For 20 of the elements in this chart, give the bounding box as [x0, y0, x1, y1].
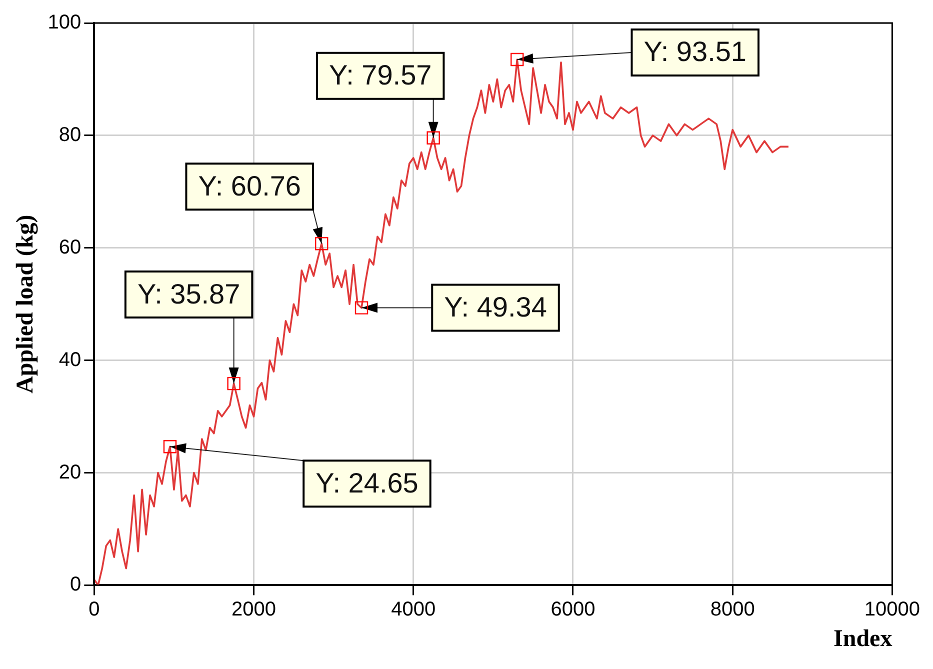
x-axis-title: Index	[834, 626, 892, 652]
annotation: Y: 93.51	[644, 36, 747, 68]
x-tick-label: 8000	[710, 598, 755, 621]
annotation: Y: 60.76	[198, 170, 301, 202]
annotation: Y: 79.57	[328, 60, 432, 91]
x-tick-label: 0	[88, 598, 100, 621]
x-tick-label: 10000	[864, 598, 920, 621]
annotation: Y: 35.87	[137, 278, 240, 310]
y-tick-label: 0	[70, 574, 82, 596]
annotation: Y: 24.65	[316, 467, 418, 498]
y-tick-label: 80	[58, 124, 82, 146]
x-tick-label: 2000	[232, 598, 276, 621]
annotation: Y: 49.34	[444, 292, 547, 323]
x-tick-label: 6000	[550, 598, 596, 621]
x-tick-label: 4000	[391, 598, 436, 621]
y-tick-label: 20	[58, 461, 82, 484]
y-axis-title: Applied load (kg)	[12, 214, 39, 394]
y-tick-label: 60	[58, 236, 82, 258]
y-tick-label: 100	[48, 12, 82, 34]
y-tick-label: 40	[58, 348, 82, 371]
